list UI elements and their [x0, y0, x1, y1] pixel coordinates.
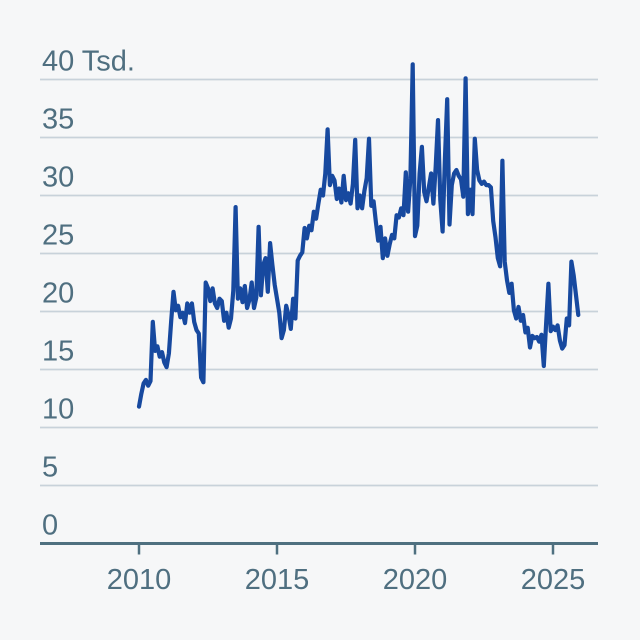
- x-axis-label: 2020: [383, 564, 448, 596]
- y-axis-label: 5: [42, 452, 58, 484]
- y-axis-label: 15: [42, 336, 74, 368]
- y-axis-label: 30: [42, 162, 74, 194]
- data-line[interactable]: [136, 62, 581, 409]
- y-axis-label: 20: [42, 278, 74, 310]
- x-axis-label: 2015: [245, 564, 310, 596]
- x-axis-label: 2010: [107, 564, 172, 596]
- x-axis-label: 2025: [521, 564, 586, 596]
- y-axis-label: 10: [42, 394, 74, 426]
- y-axis-label: 35: [42, 104, 74, 136]
- y-axis-label: 25: [42, 220, 74, 252]
- y-axis-label: 0: [42, 510, 58, 542]
- y-axis-label: 40 Tsd.: [42, 46, 135, 78]
